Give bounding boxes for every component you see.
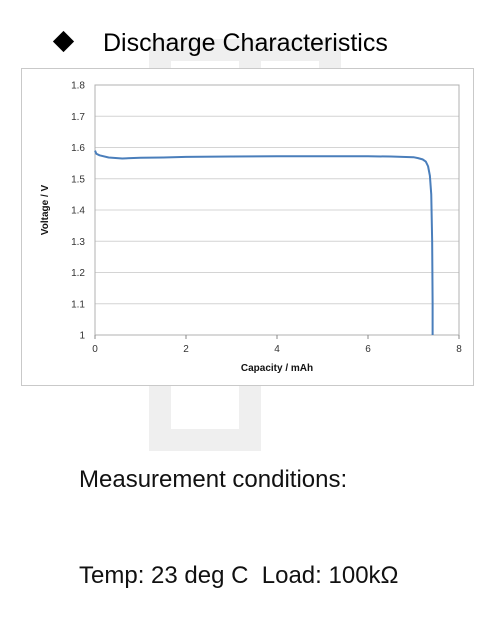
x-tick-label: 2 (183, 344, 189, 355)
y-tick-label: 1.7 (71, 112, 85, 123)
diamond-bullet-icon (52, 30, 75, 53)
series-line (94, 150, 434, 335)
x-axis-title: Capacity / mAh (241, 363, 313, 374)
y-tick-label: 1 (79, 331, 85, 342)
y-tick-label: 1.5 (71, 174, 85, 185)
y-tick-label: 1.4 (71, 206, 85, 217)
conditions-heading: Measurement conditions: (79, 466, 348, 493)
measurement-conditions: Measurement conditions: Temp: 23 deg C L… (79, 400, 398, 624)
y-axis-title: Voltage / V (40, 184, 51, 235)
y-tick-label: 1.8 (71, 81, 85, 92)
x-tick-label: 4 (274, 344, 280, 355)
conditions-details: Temp: 23 deg C Load: 100kΩ (79, 562, 399, 589)
x-tick-label: 8 (456, 344, 462, 355)
header: Discharge Characteristics (0, 24, 500, 64)
y-tick-label: 1.6 (71, 143, 85, 154)
y-tick-label: 1.3 (71, 237, 85, 248)
y-tick-label: 1.2 (71, 268, 85, 279)
y-tick-label: 1.1 (71, 299, 85, 310)
page-title: Discharge Characteristics (103, 29, 388, 57)
discharge-chart: 1 1.1 1.2 1.3 1.4 1.5 1.6 1.7 1.8 0 2 4 6 8 Capacity /… (40, 81, 462, 375)
x-tick-label: 0 (92, 344, 98, 355)
x-tick-label: 6 (365, 344, 371, 355)
chart-frame: 1 1.1 1.2 1.3 1.4 1.5 1.6 1.7 1.8 0 2 4 6 8 Capacity /… (21, 68, 474, 386)
